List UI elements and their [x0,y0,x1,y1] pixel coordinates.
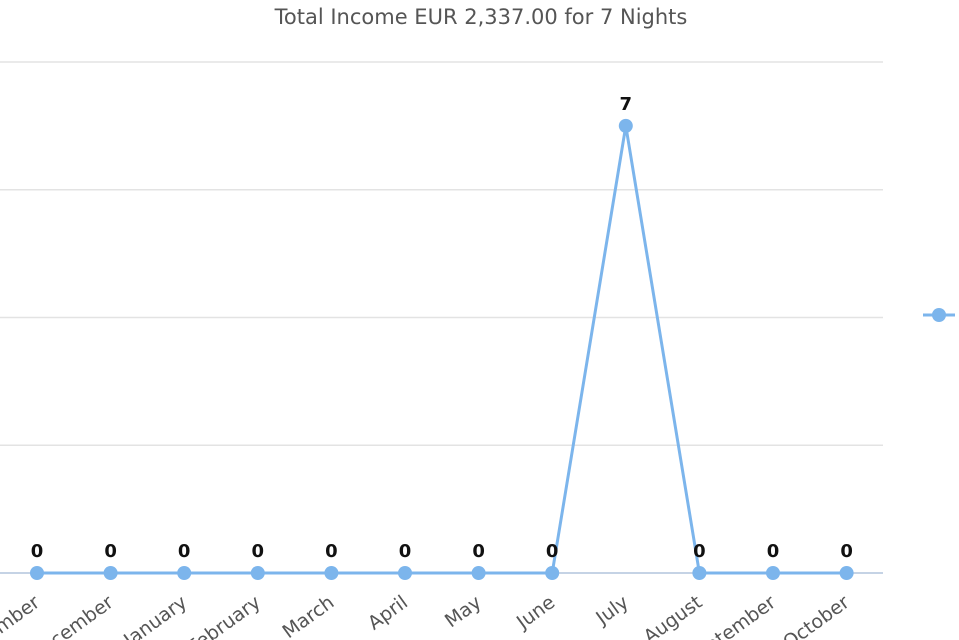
x-tick-label: December [25,591,118,640]
x-tick-label: May [441,591,486,632]
series [30,118,854,580]
data-label: 0 [840,541,853,562]
data-point[interactable] [692,566,707,580]
data-label: 0 [399,541,412,562]
x-tick-label: August [640,591,707,640]
data-label: 0 [31,541,44,562]
data-label: 0 [104,541,117,562]
data-point[interactable] [250,566,265,580]
x-tick-label: July [591,591,632,629]
data-label: 0 [546,541,559,562]
data-point[interactable] [398,566,412,580]
x-tick-label: March [279,591,339,640]
x-tick-label: November [0,591,44,640]
data-point[interactable] [324,566,339,580]
data-label: 0 [252,541,265,562]
data-point[interactable] [103,566,118,580]
legend[interactable] [923,308,955,322]
x-tick-label: October [779,591,854,640]
series-line [37,124,847,575]
data-point[interactable] [839,566,854,580]
data-point[interactable] [618,118,633,133]
data-point[interactable] [177,566,192,580]
gridlines [0,61,883,446]
data-point[interactable] [30,566,44,580]
x-tick-label: February [184,591,265,640]
data-label: 0 [178,541,191,562]
x-tick-label: April [364,591,412,634]
chart-title: Total Income EUR 2,337.00 for 7 Nights [274,5,688,29]
data-label: 0 [767,541,780,562]
data-label: 0 [693,541,706,562]
legend-marker[interactable] [932,308,946,322]
data-labels: 0 0 0 0 0 0 0 0 7 0 0 0 [31,94,853,562]
data-label: 0 [325,541,338,562]
data-label: 7 [620,94,633,115]
x-tick-label: June [512,591,559,634]
data-point[interactable] [545,566,560,580]
data-point[interactable] [766,566,780,580]
data-label: 0 [472,541,485,562]
data-point[interactable] [471,566,486,580]
x-tick-label: January [119,591,191,640]
